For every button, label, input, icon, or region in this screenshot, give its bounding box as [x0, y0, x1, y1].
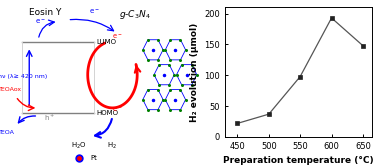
- X-axis label: Preparation temperature (°C): Preparation temperature (°C): [223, 156, 374, 165]
- Text: HOMO: HOMO: [97, 110, 119, 116]
- Text: TEOAox: TEOAox: [0, 87, 22, 92]
- Text: Eosin Y: Eosin Y: [29, 8, 61, 17]
- Text: Pt: Pt: [90, 155, 97, 161]
- Text: H$_2$: H$_2$: [107, 141, 118, 151]
- Text: h$^+$: h$^+$: [44, 113, 55, 123]
- Text: H$_2$O: H$_2$O: [71, 141, 87, 151]
- Text: g-C$_3$N$_4$: g-C$_3$N$_4$: [119, 8, 151, 21]
- Text: TEOA: TEOA: [0, 130, 15, 135]
- Text: e$^-$: e$^-$: [112, 32, 122, 41]
- Text: LUMO: LUMO: [97, 39, 117, 44]
- Text: e$^-$: e$^-$: [35, 17, 46, 26]
- Text: e$^-$: e$^-$: [89, 7, 100, 16]
- Text: hν (λ≥ 420 nm): hν (λ≥ 420 nm): [0, 74, 47, 79]
- Text: e$^-$: e$^-$: [112, 105, 122, 114]
- Y-axis label: H₂ evolution (μmol): H₂ evolution (μmol): [190, 23, 199, 122]
